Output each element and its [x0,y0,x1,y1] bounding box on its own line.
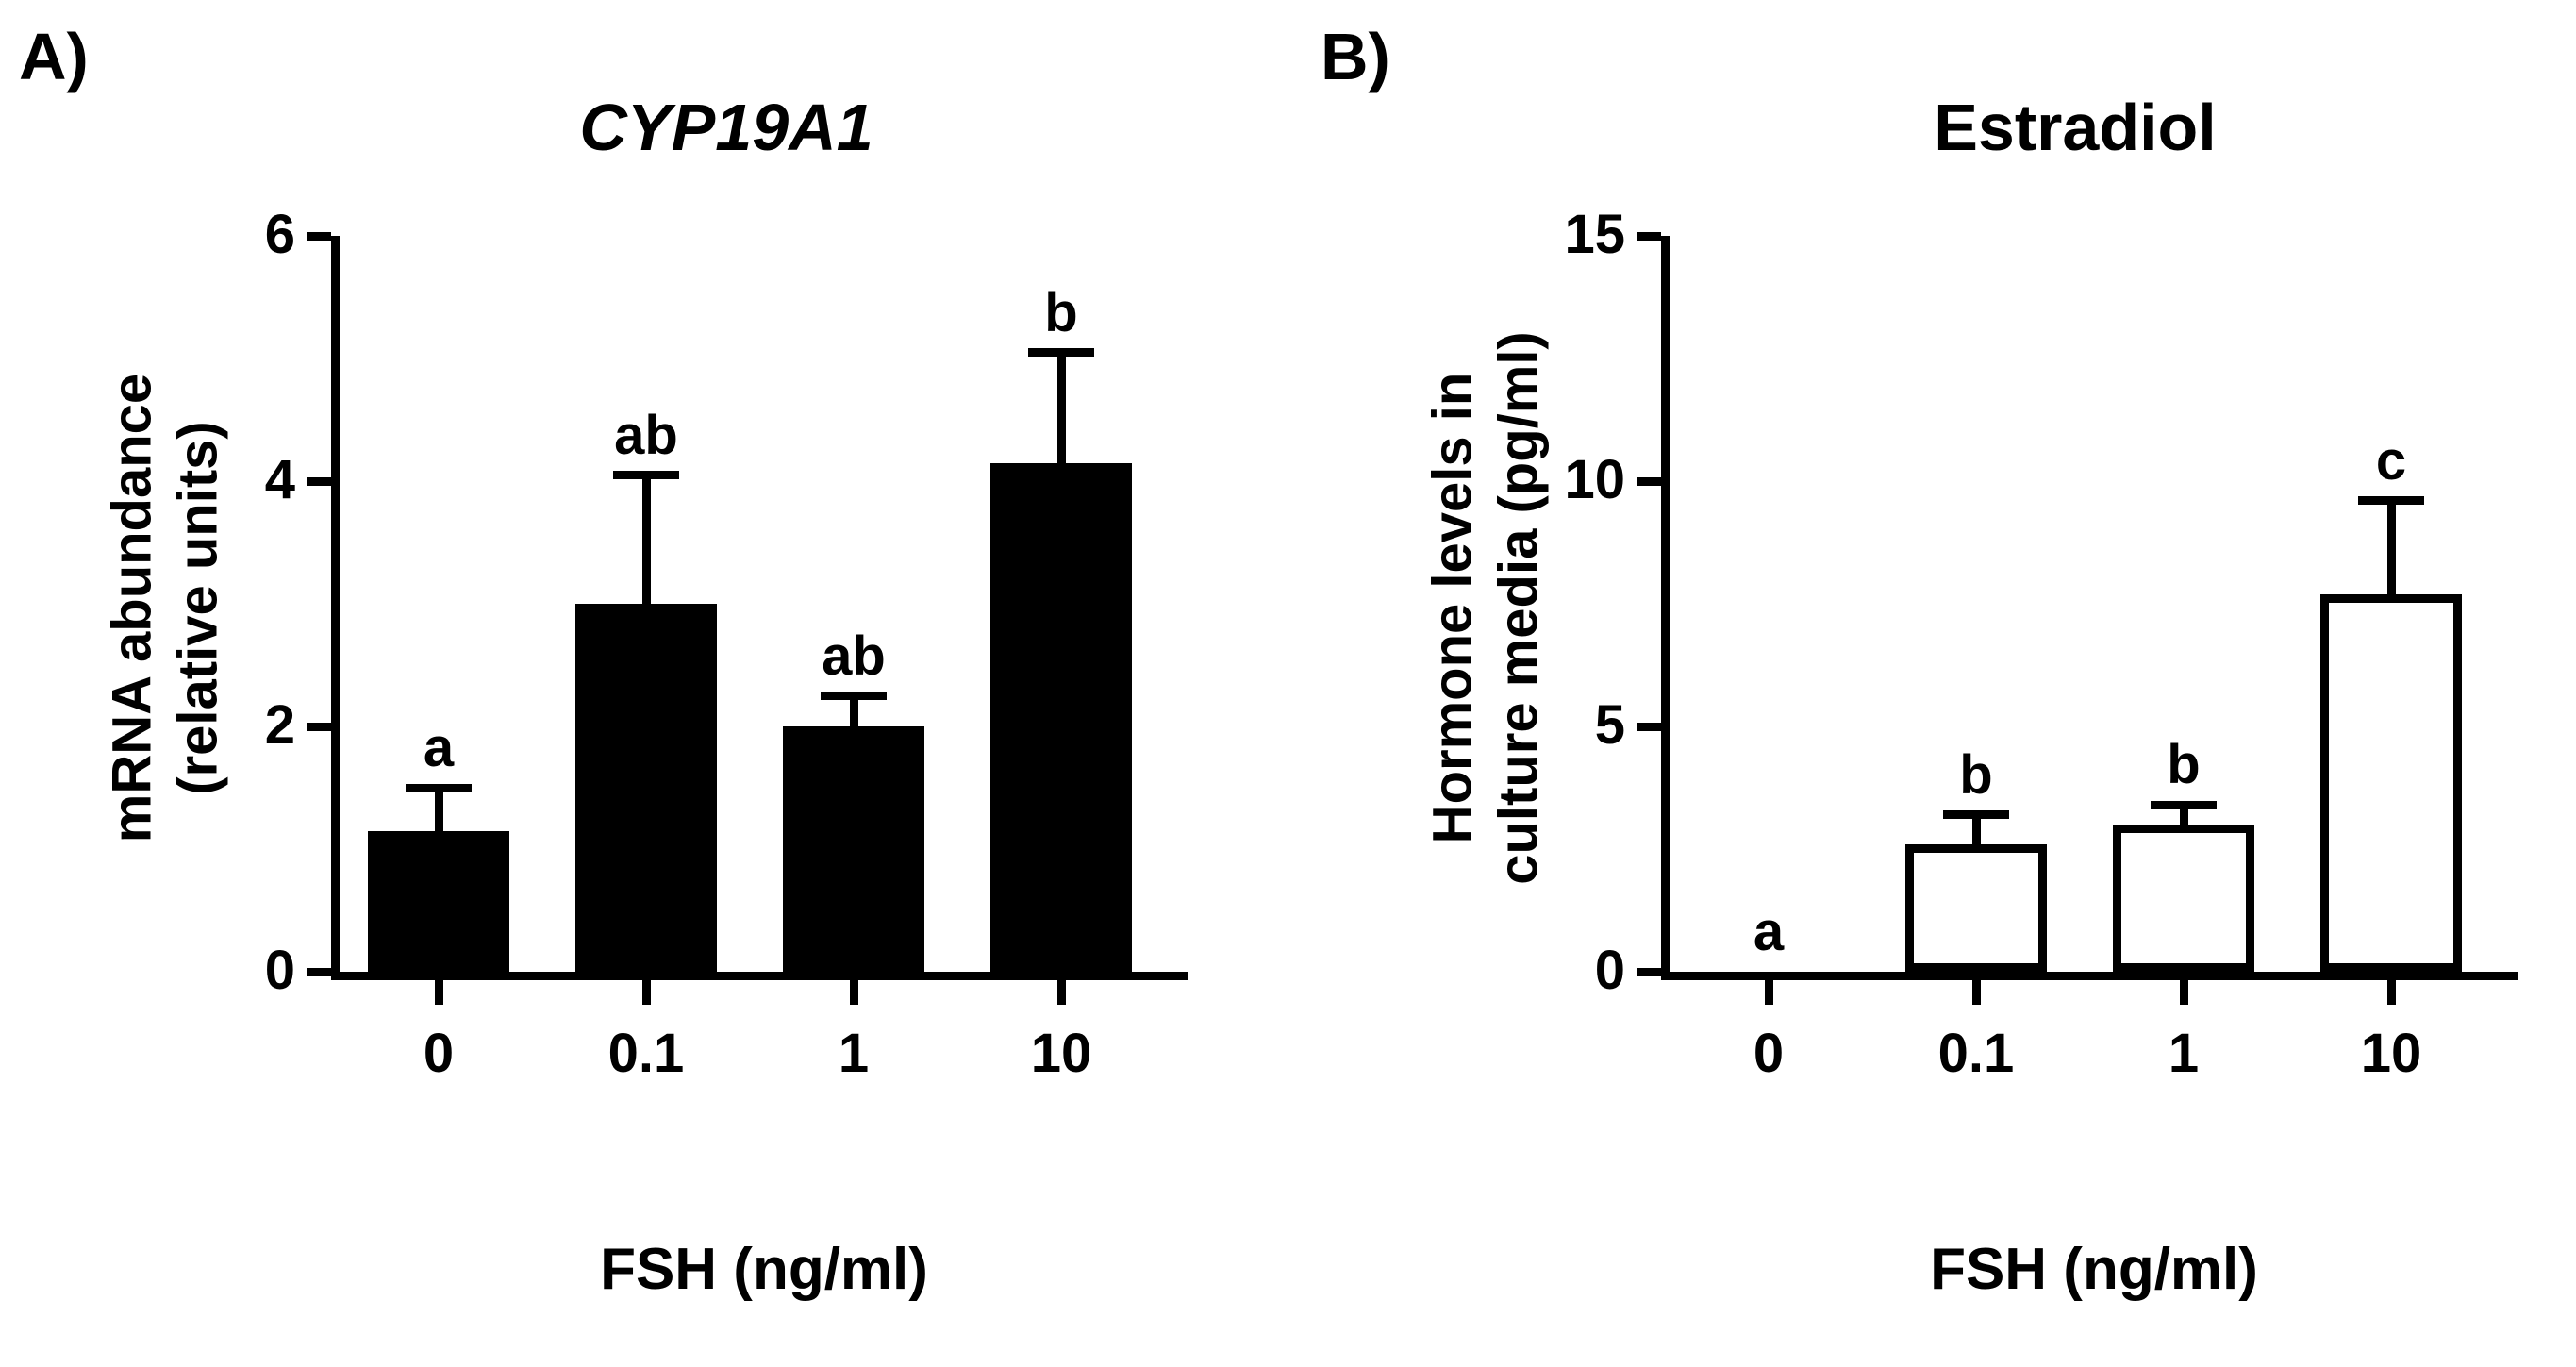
panelB-sig-2: b [2108,733,2259,796]
panelA-ytick [307,477,331,486]
panelB-err-3 [2387,501,2396,594]
panelB-y-axis [1661,236,1670,980]
panelA-xtick-1 [642,980,651,1005]
panelA-xlabel: FSH (ng/ml) [387,1236,1141,1303]
panelA-ytick-label: 4 [201,448,295,511]
panelA-bar-3 [990,463,1132,973]
panelB-xtick-1 [1972,980,1981,1005]
panelB-ytick-label: 0 [1531,939,1625,1002]
panelA-xtick-0 [435,980,443,1005]
panelA-ylabel-2: (relative units) [167,184,230,1033]
panelB-sig-0: a [1693,900,1844,963]
panelB-plot-area [1670,236,2518,972]
panelB-bar-3 [2320,594,2462,972]
panelB-ytick-label: 5 [1531,693,1625,757]
panelB-ytick [1637,477,1661,486]
panelA-err-cap-1 [613,471,679,479]
panelB-sig-1: b [1901,743,2052,807]
panelA-xtick-label-1: 0.1 [552,1022,740,1085]
panelA-ytick-label: 6 [201,203,295,266]
panelB-bar-2 [2113,825,2254,972]
panelA-err-1 [642,475,651,605]
panelA-sig-1: ab [571,404,722,467]
panelA-y-axis [331,236,340,980]
panelA-ytick [307,968,331,976]
panelA-ytick-label: 0 [201,939,295,1002]
panelB-err-cap-2 [2151,801,2217,809]
panelA-bar-2 [783,726,924,972]
panelB-ytick [1637,968,1661,976]
panelA-plot-area [340,236,1188,972]
panelA-ylabel-1: mRNA abundance [101,184,164,1033]
panelA-sig-0: a [363,716,514,779]
panelA-title: CYP19A1 [349,90,1104,165]
panelB-err-cap-3 [2358,496,2424,505]
panelA-sig-3: b [986,281,1137,344]
panelB-sig-3: c [2316,429,2467,492]
panelA-err-3 [1057,353,1066,463]
panelB-xtick-2 [2180,980,2188,1005]
panelB-err-cap-1 [1943,810,2009,819]
panelB-xtick-label-1: 0.1 [1882,1022,2070,1085]
panelA-bar-0 [368,831,509,973]
panelB-xtick-label-0: 0 [1674,1022,1863,1085]
panelA-xtick-label-3: 10 [967,1022,1155,1085]
panelB-ylabel-1: Hormone levels in [1421,184,1485,1033]
panelB-xlabel: FSH (ng/ml) [1717,1236,2471,1303]
panelB-xtick-0 [1765,980,1773,1005]
panelB-ytick-label: 10 [1531,448,1625,511]
panelB-ylabel-2: culture media (pg/ml) [1487,184,1551,1033]
panelA-xtick-label-2: 1 [759,1022,948,1085]
panelA-err-cap-3 [1028,348,1094,357]
panelB-title: Estradiol [1698,90,2452,165]
panelB-xtick-label-3: 10 [2297,1022,2485,1085]
panelB-ytick [1637,723,1661,731]
panelA-sig-2: ab [778,625,929,688]
panelA-ytick [307,232,331,241]
panelA-bar-1 [575,604,717,972]
panelA-panel-letter: A) [19,19,89,94]
panelA-x-axis [331,972,1188,980]
panelB-x-axis [1661,972,2518,980]
panelA-xtick-2 [850,980,858,1005]
panelB-ytick-label: 15 [1531,203,1625,266]
panelA-err-2 [850,696,858,727]
panelA-xtick-3 [1057,980,1066,1005]
panelA-err-cap-0 [406,784,472,792]
panelB-xtick-label-2: 1 [2089,1022,2278,1085]
panelB-panel-letter: B) [1321,19,1390,94]
figure-root: A) CYP19A1 mRNA abundance(relative units) F… [0,0,2576,1367]
panelB-bar-1 [1905,844,2047,972]
panelA-err-0 [435,788,443,831]
panelB-xtick-3 [2387,980,2396,1005]
panelA-ytick [307,723,331,731]
panelA-ytick-label: 2 [201,693,295,757]
panelA-err-cap-2 [821,692,887,700]
panelB-err-1 [1972,815,1981,844]
panelA-xtick-label-0: 0 [344,1022,533,1085]
panelB-ytick [1637,232,1661,241]
